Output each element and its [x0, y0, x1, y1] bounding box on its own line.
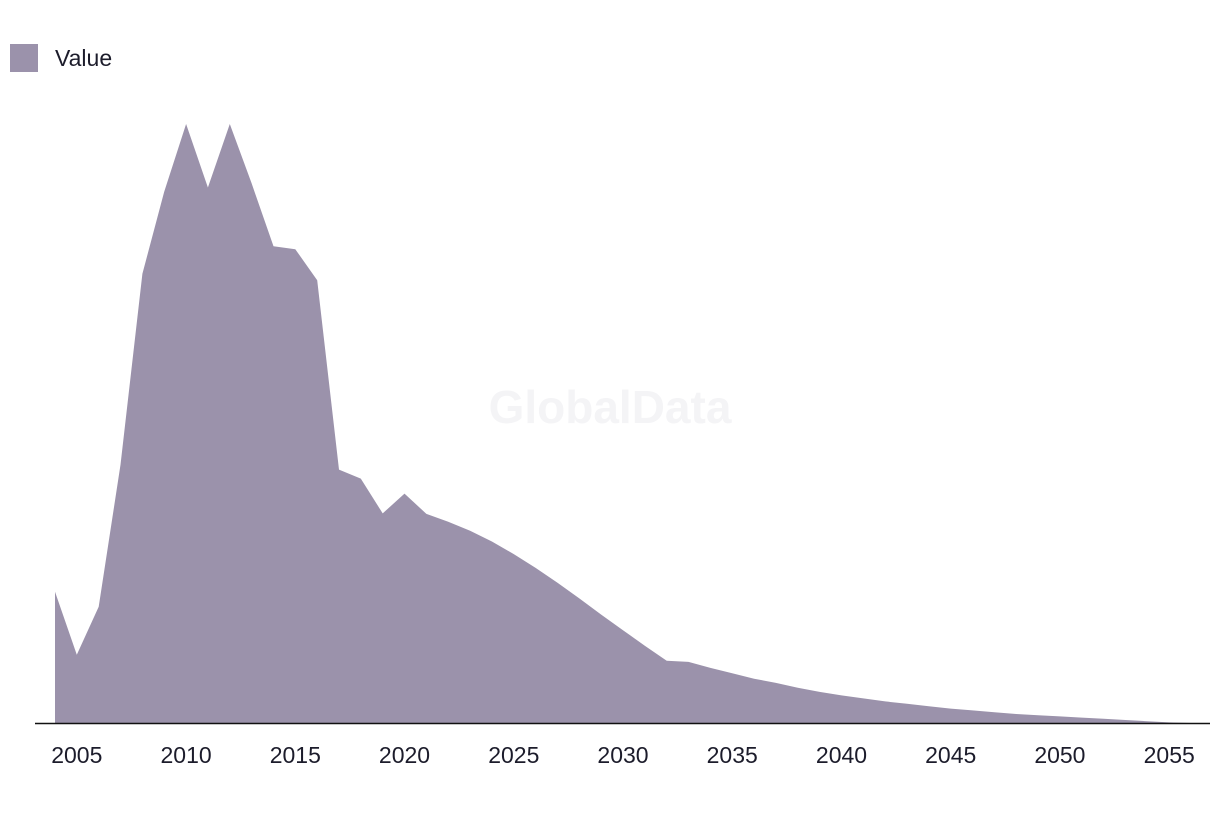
area-series-0: [55, 124, 1191, 723]
x-tick-label: 2020: [379, 742, 430, 768]
x-tick-label: 2015: [270, 742, 321, 768]
x-tick-label: 2030: [597, 742, 648, 768]
x-tick-label: 2045: [925, 742, 976, 768]
x-tick-label: 2055: [1144, 742, 1195, 768]
x-tick-label: 2050: [1034, 742, 1085, 768]
x-tick-label: 2035: [707, 742, 758, 768]
x-tick-label: 2040: [816, 742, 867, 768]
legend-swatch: [10, 44, 38, 72]
legend-label: Value: [55, 44, 113, 71]
x-tick-label: 2005: [51, 742, 102, 768]
x-tick-label: 2025: [488, 742, 539, 768]
legend: Value: [10, 44, 112, 72]
watermark: GlobalData: [488, 381, 732, 433]
x-tick-label: 2010: [161, 742, 212, 768]
